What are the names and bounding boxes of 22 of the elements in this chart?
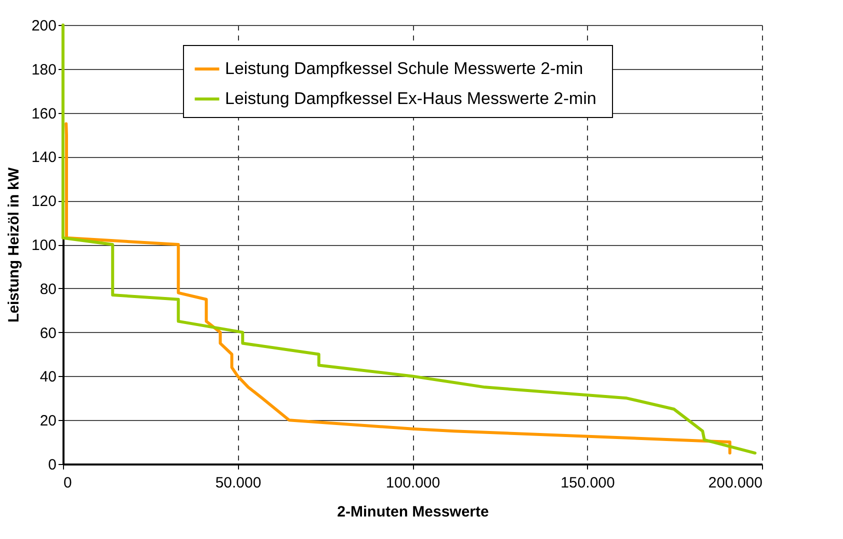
y-tick-label: 200 xyxy=(31,18,56,34)
x-tick-label: 100.000 xyxy=(386,474,440,492)
y-tick-label: 80 xyxy=(40,280,56,298)
y-tick-label: 120 xyxy=(31,193,56,210)
y-tick-label: 60 xyxy=(40,324,56,342)
y-tick-label: 20 xyxy=(40,412,56,430)
y-tick-label: 40 xyxy=(40,368,56,386)
y-axis-title: Leistung Heizöl in kW xyxy=(5,166,22,323)
x-tick-label: 0 xyxy=(64,474,72,492)
y-tick-label: 180 xyxy=(31,61,56,78)
y-tick-label: 100 xyxy=(31,237,56,254)
y-tick-label: 0 xyxy=(48,456,56,474)
x-tick-label: 200.000 xyxy=(708,474,762,492)
line-series xyxy=(64,122,732,455)
x-tick-label: 50.000 xyxy=(215,474,262,492)
y-tick-label: 140 xyxy=(31,149,56,166)
legend-label: Leistung Dampfkessel Ex-Haus Messwerte 2-min xyxy=(225,89,596,108)
x-axis-title: 2-Minuten Messwerte xyxy=(337,504,489,520)
x-tick-label: 150.000 xyxy=(560,474,615,492)
legend-label: Leistung Dampfkessel Schule Messwerte 2-min xyxy=(225,59,584,78)
y-tick-label: 160 xyxy=(31,105,56,122)
line-series xyxy=(62,24,757,455)
